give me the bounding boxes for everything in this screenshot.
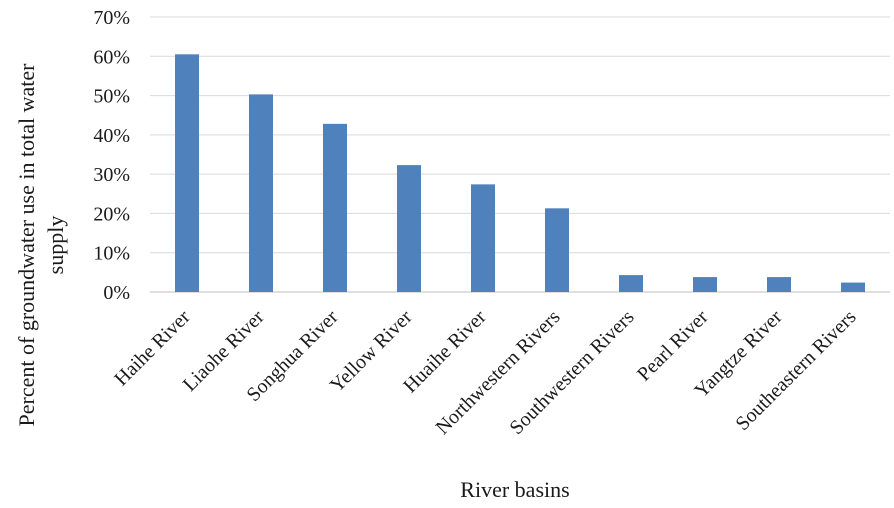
bar <box>767 277 791 292</box>
bar <box>249 94 273 293</box>
bar <box>545 208 569 292</box>
y-tick-label: 20% <box>93 203 130 225</box>
bar <box>397 165 421 292</box>
y-tick-label: 40% <box>93 125 130 147</box>
gridlines <box>150 16 890 293</box>
y-axis-title-line-1: Percent of groundwater use in total wate… <box>14 63 39 427</box>
x-category-label: Pearl River <box>633 306 713 386</box>
y-tick-label: 60% <box>93 46 130 68</box>
x-category-label: Northwestern Rivers <box>432 306 565 439</box>
x-category-label: Southwestern Rivers <box>506 306 639 439</box>
bar <box>471 184 495 292</box>
bar <box>619 275 643 292</box>
y-axis-title-line-2: supply <box>43 216 68 275</box>
y-tick-label: 50% <box>93 86 130 108</box>
y-axis-ticks: 0% 10% 20% 30% 40% 50% 60% 70% <box>93 7 130 304</box>
bar <box>175 54 199 293</box>
bar <box>841 282 865 292</box>
bar <box>323 123 347 292</box>
y-tick-label: 30% <box>93 164 130 186</box>
x-axis-title: River basins <box>460 477 569 502</box>
bars <box>175 54 865 293</box>
y-tick-label: 70% <box>93 7 130 29</box>
y-tick-label: 10% <box>93 243 130 265</box>
bar <box>693 277 717 292</box>
y-tick-label: 0% <box>103 282 130 304</box>
